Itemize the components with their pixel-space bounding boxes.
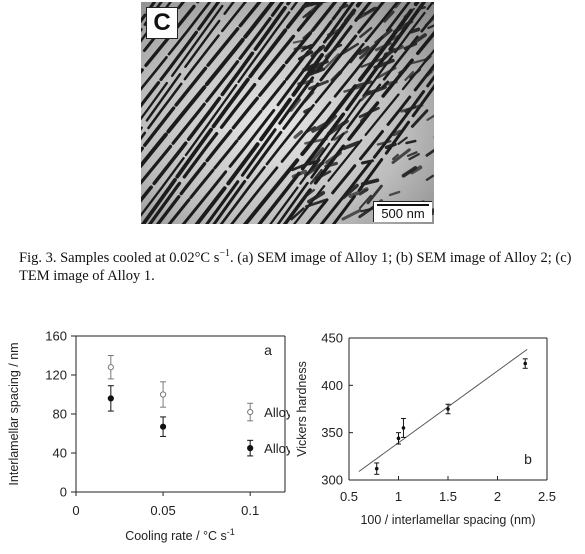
chart-b-point [523, 361, 528, 366]
scale-bar-line [377, 204, 429, 206]
chart-a-ylabel: Interlamellar spacing / nm [7, 342, 21, 485]
caption-rest: . (a) SEM image of Alloy 1; (b) SEM imag… [19, 249, 572, 284]
chart-b-xtick-label: 2.5 [538, 489, 556, 504]
panel-letter: C [146, 7, 178, 39]
chart-a-xtick-label: 0.1 [241, 503, 259, 518]
chart-b-point [401, 426, 406, 430]
chart-a-xtick-label: 0 [72, 503, 79, 518]
scale-bar: 500 nm [373, 201, 432, 222]
chart-a-xtick-label: 0.05 [150, 503, 175, 518]
chart-a-panel-label: a [264, 342, 272, 358]
chart-b-fit-line [358, 348, 528, 472]
chart-a-axes [75, 335, 286, 493]
chart-b-xtick-label: 2 [494, 489, 501, 504]
chart-a-ytick-label: 80 [53, 407, 67, 422]
chart-a-ytick-label: 120 [45, 368, 67, 383]
lamellar-microstructure-image [141, 2, 434, 224]
chart-a-point [107, 395, 114, 402]
chart-b-xtick-label: 1.5 [439, 489, 457, 504]
chart-a-point [247, 445, 254, 452]
chart-a-ytick-label: 0 [60, 485, 67, 500]
chart-b-xtick-label: 0.5 [340, 489, 358, 504]
caption-prefix: Fig. 3. Samples cooled at 0.02°C s [19, 249, 220, 266]
chart-b-xlabel: 100 / interlamellar spacing (nm) [360, 513, 535, 527]
chart-a-point [247, 408, 254, 416]
tem-micrograph: C 500 nm [141, 2, 434, 224]
caption-superscript: −1 [219, 248, 230, 259]
figure-caption: Fig. 3. Samples cooled at 0.02°C s−1. (a… [19, 245, 575, 285]
chart-a-ytick-label: 40 [53, 446, 67, 461]
chart-b-xtick-label: 1 [395, 489, 402, 504]
scale-bar-label: 500 nm [381, 206, 425, 221]
chart-b-ylabel: Vickers hardness [295, 361, 309, 457]
chart-b-panel-label: b [524, 451, 532, 467]
chart-a-point [159, 423, 167, 430]
chart-a-point [107, 364, 114, 371]
chart-b-ytick-label: 350 [321, 425, 343, 440]
chart-b-ytick-label: 300 [321, 473, 343, 488]
chart-b-point [446, 407, 450, 411]
chart-a-spacing-vs-cooling-rate: 0 40 80 120 160 0 0.05 0.1 Alloy 2 Alloy 1 a Co… [7, 329, 290, 544]
chart-b-ytick-label: 450 [321, 331, 343, 346]
chart-b-axes [348, 337, 548, 481]
chart-b-point [396, 436, 401, 441]
chart-b-point [374, 466, 379, 471]
chart-a-point [159, 391, 167, 398]
chart-a-series-label: Alloy 2 [264, 405, 290, 420]
chart-a-ytick-label: 160 [45, 329, 67, 344]
chart-a-series-label: Alloy 1 [264, 441, 290, 456]
chart-a-xlabel: Cooling rate / °C s-1 [125, 527, 235, 543]
chart-b-ytick-label: 400 [321, 378, 343, 393]
chart-b-hardness-vs-inverse-spacing: 300 350 400 450 0.5 1 1.5 2 2.5 b 100 / interla… [295, 331, 556, 528]
